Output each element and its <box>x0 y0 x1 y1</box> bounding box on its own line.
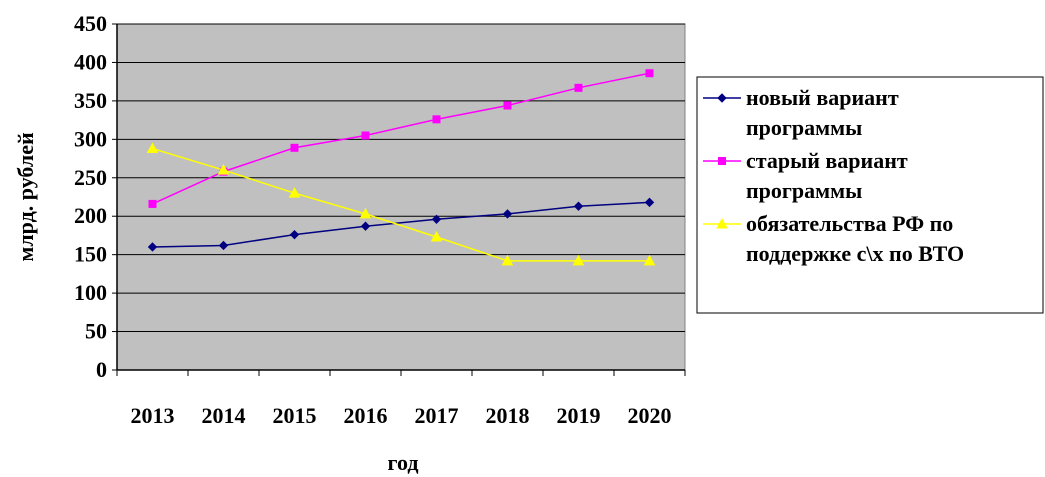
data-point <box>290 143 299 152</box>
data-point <box>148 199 157 208</box>
legend-item: новый вариант программы <box>703 85 899 140</box>
data-point <box>359 207 372 219</box>
legend: новый вариант программы старый вариант прог… <box>696 76 1044 314</box>
series-3 <box>146 142 656 266</box>
series-2 <box>148 69 654 208</box>
axes <box>112 23 686 376</box>
x-axis-title: год <box>388 450 419 475</box>
data-point <box>432 115 441 124</box>
data-point <box>572 254 585 266</box>
legend-label: поддержке с\х по ВТО <box>746 241 964 266</box>
y-tick-label: 350 <box>74 88 107 113</box>
data-point <box>502 209 513 219</box>
legend-swatch-marker <box>716 217 728 229</box>
y-tick-label: 50 <box>85 319 107 344</box>
data-point <box>217 164 230 175</box>
data-point <box>146 142 159 154</box>
series-1 <box>147 197 655 252</box>
data-point <box>147 242 158 252</box>
y-tick-labels: 0 50 100 150 200 250 300 350 400 450 <box>74 11 107 382</box>
data-point <box>573 201 584 211</box>
x-tick-label: 2020 <box>628 403 672 428</box>
data-point <box>503 101 512 110</box>
y-tick-label: 100 <box>74 280 107 305</box>
legend-label: обязательства РФ по <box>746 211 953 236</box>
y-axis-title: млрд. рублей <box>13 132 38 262</box>
series-line <box>152 147 650 262</box>
x-tick-label: 2017 <box>415 403 459 428</box>
x-tick-label: 2018 <box>486 403 530 428</box>
legend-item: старый вариант программы <box>703 148 908 203</box>
legend-label: новый вариант <box>746 85 899 110</box>
legend-swatch-marker <box>718 157 726 165</box>
data-point <box>360 221 371 231</box>
plot-area <box>116 23 686 371</box>
data-point <box>574 83 583 92</box>
legend-swatch-marker <box>717 93 727 103</box>
x-tick-label: 2015 <box>273 403 317 428</box>
y-tick-label: 250 <box>74 165 107 190</box>
data-point <box>643 254 656 266</box>
data-point <box>288 187 301 198</box>
legend-box <box>696 76 1044 314</box>
y-tick-label: 0 <box>96 357 107 382</box>
x-tick-labels: 2013 2014 2015 2016 2017 2018 2019 2020 <box>131 403 672 428</box>
data-point <box>501 254 514 266</box>
y-tick-label: 300 <box>74 126 107 151</box>
legend-label: программы <box>746 115 862 140</box>
series-line <box>152 201 650 248</box>
legend-label: старый вариант <box>746 148 908 173</box>
data-point <box>361 131 370 140</box>
data-point <box>645 69 654 78</box>
legend-items: новый вариант программы старый вариант прог… <box>703 85 964 266</box>
x-tick-label: 2016 <box>344 403 388 428</box>
data-point <box>644 197 655 208</box>
x-tick-label: 2013 <box>131 403 175 428</box>
y-tick-label: 450 <box>74 11 107 36</box>
data-point <box>289 229 300 240</box>
series-line <box>152 72 650 205</box>
data-point <box>430 230 443 242</box>
x-tick-label: 2019 <box>557 403 601 428</box>
legend-item: обязательства РФ по поддержке с\х по ВТО <box>703 211 964 266</box>
data-point <box>218 240 229 251</box>
y-tick-label: 400 <box>74 49 107 74</box>
series-layer <box>146 69 656 266</box>
legend-label: программы <box>746 178 862 203</box>
data-point <box>431 214 442 225</box>
y-tick-label: 200 <box>74 203 107 228</box>
y-tick-label: 150 <box>74 242 107 267</box>
x-tick-label: 2014 <box>202 403 246 428</box>
